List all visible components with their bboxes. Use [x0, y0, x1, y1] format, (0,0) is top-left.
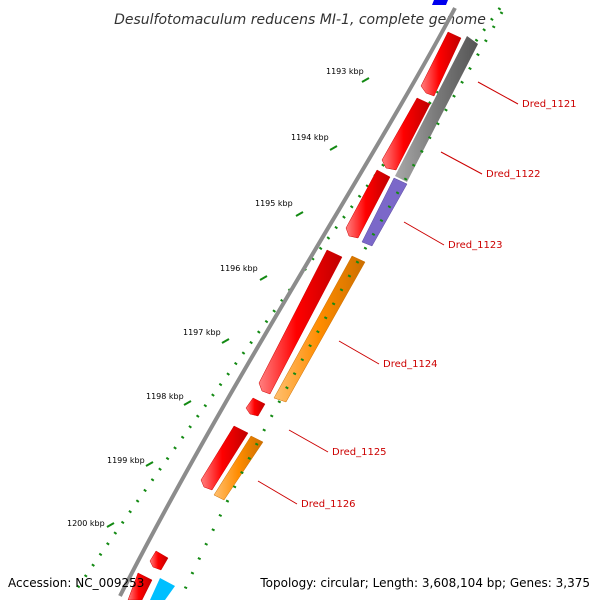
cds-forward	[420, 31, 462, 97]
cds-forward	[149, 550, 169, 571]
leader-line	[477, 81, 519, 105]
ruler-tick-major	[106, 522, 115, 528]
leader-line	[257, 480, 298, 505]
ruler-tick-major	[221, 338, 230, 344]
leader-line	[403, 221, 445, 246]
cds-forward	[381, 97, 431, 171]
leader-line	[338, 340, 380, 365]
cds-reverse-orange	[273, 255, 366, 403]
cds-reverse-cyan	[150, 578, 175, 600]
ruler-tick-major	[145, 461, 154, 467]
accession-text: Accession: NC_009253	[8, 576, 145, 590]
cds-reverse-gray	[395, 36, 478, 182]
ruler-tick-major	[259, 275, 268, 281]
map-title: Desulfotomaculum reducens MI-1, complete…	[114, 12, 486, 28]
tick-label: 1200 kbp	[67, 519, 105, 528]
tick-label: 1199 kbp	[107, 456, 145, 465]
cds-forward	[245, 397, 266, 417]
cds-reverse-orange	[213, 435, 264, 501]
gene-labels: Dred_1121 Dred_1122 Dred_1123 Dred_1124 …	[301, 99, 577, 510]
tick-label: 1198 kbp	[146, 392, 184, 401]
cds-forward	[127, 572, 153, 600]
gene-leader-lines	[257, 81, 519, 505]
genome-summary-text: Topology: circular; Length: 3,608,104 bp…	[260, 576, 590, 590]
forward-strand-track	[127, 31, 462, 600]
cds-forward	[345, 169, 391, 239]
cds-forward	[200, 425, 249, 491]
gene-label-dred-1125[interactable]: Dred_1125	[332, 447, 387, 458]
inner-dotted-ring	[178, 11, 504, 600]
tick-label: 1197 kbp	[183, 328, 221, 337]
leader-line	[440, 151, 483, 175]
cds-reverse-blue	[432, 0, 448, 5]
ruler-tick-major	[361, 77, 370, 83]
gene-label-dred-1123[interactable]: Dred_1123	[448, 240, 503, 251]
gene-label-dred-1122[interactable]: Dred_1122	[486, 169, 541, 180]
ruler-tick-major	[329, 145, 338, 151]
tick-label: 1194 kbp	[291, 133, 329, 142]
tick-label: 1193 kbp	[326, 67, 364, 76]
ruler-tick-major	[295, 211, 304, 217]
cds-forward	[258, 249, 343, 395]
tick-label: 1196 kbp	[220, 264, 258, 273]
gene-label-dred-1121[interactable]: Dred_1121	[522, 99, 577, 110]
leader-line	[288, 429, 329, 453]
ruler-tick-major	[183, 400, 192, 406]
genome-backbone	[118, 7, 457, 597]
gene-label-dred-1126[interactable]: Dred_1126	[301, 499, 356, 510]
cds-reverse-purple	[361, 177, 408, 247]
reverse-strand-track	[150, 0, 478, 600]
tick-label: 1195 kbp	[255, 199, 293, 208]
gene-label-dred-1124[interactable]: Dred_1124	[383, 359, 438, 370]
